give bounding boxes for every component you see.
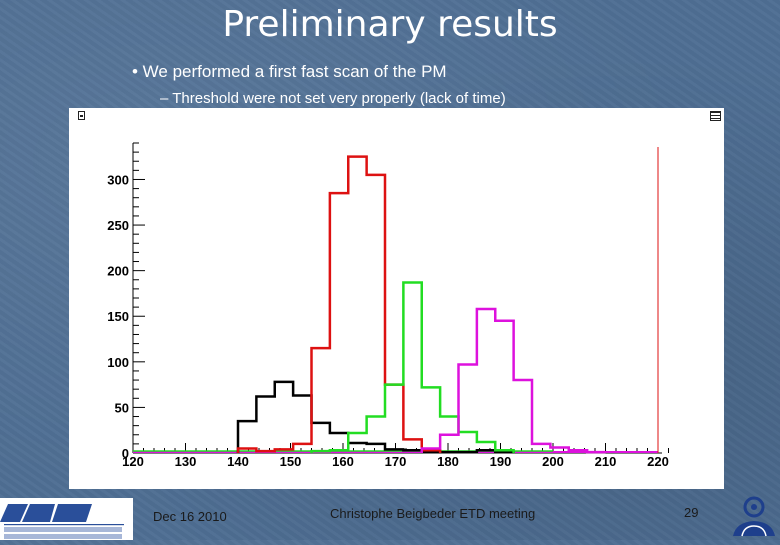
histogram-bin (312, 348, 330, 453)
x-tick-label: 180 (437, 454, 459, 469)
histogram-bin (330, 193, 348, 453)
histogram-bin (367, 175, 385, 453)
histogram-canvas (69, 108, 724, 489)
x-tick-label: 120 (122, 454, 144, 469)
histogram-bin (477, 309, 495, 453)
y-tick-label: 0 (122, 446, 129, 461)
histogram-series-3 (420, 307, 607, 454)
histogram-bin (256, 451, 274, 453)
y-tick-label: 200 (107, 264, 129, 279)
y-tick-label: 50 (115, 400, 129, 415)
x-tick-label: 220 (647, 454, 669, 469)
histogram-bin (256, 396, 274, 453)
histogram-bin (440, 435, 458, 453)
histogram-bin (422, 448, 440, 453)
y-tick-label: 250 (107, 218, 129, 233)
slide-title: Preliminary results (222, 4, 558, 45)
histogram-bin (550, 448, 568, 453)
x-tick-label: 160 (332, 454, 354, 469)
canvas-corner-icon (78, 111, 85, 120)
histogram-bin (348, 157, 366, 453)
histogram-bin (495, 321, 513, 453)
x-tick-label: 190 (490, 454, 512, 469)
histogram-bin (422, 387, 440, 453)
histogram-bin (403, 283, 421, 454)
lal-logo (0, 498, 133, 540)
footer-meeting: Christophe Beigbeder ETD meeting (330, 506, 536, 521)
x-tick-label: 170 (385, 454, 407, 469)
x-tick-label: 210 (595, 454, 617, 469)
subbullet-text: – Threshold were not set very properly (… (160, 90, 506, 107)
histogram-bin (532, 444, 550, 453)
y-tick-label: 150 (107, 309, 129, 324)
x-tick-label: 150 (280, 454, 302, 469)
footer-page-number: 29 (684, 505, 699, 520)
canvas-menu-icon (710, 111, 721, 121)
histogram-bin (348, 433, 366, 453)
y-tick-label: 300 (107, 172, 129, 187)
superb-logo (728, 492, 780, 540)
histogram-bin (385, 385, 403, 453)
histogram-bin (238, 448, 256, 453)
histogram-bin (569, 450, 587, 453)
histogram-bin (275, 382, 293, 453)
histogram-bin (587, 452, 605, 453)
y-tick-label: 100 (107, 355, 129, 370)
histogram-bin (330, 450, 348, 453)
footer-date: Dec 16 2010 (153, 509, 227, 524)
x-tick-label: 140 (227, 454, 249, 469)
histogram-bin (514, 380, 532, 453)
histogram-series-2 (310, 281, 515, 453)
histogram-bin (367, 417, 385, 453)
histogram-bin (275, 449, 293, 453)
histogram-series-0 (236, 380, 515, 454)
bullet-text: • We performed a first fast scan of the … (132, 62, 447, 81)
x-tick-label: 200 (542, 454, 564, 469)
histogram-series-1 (236, 155, 442, 453)
x-tick-label: 130 (175, 454, 197, 469)
histogram-bin (312, 451, 330, 453)
histogram-bin (459, 365, 477, 453)
histogram-bin (293, 444, 311, 453)
